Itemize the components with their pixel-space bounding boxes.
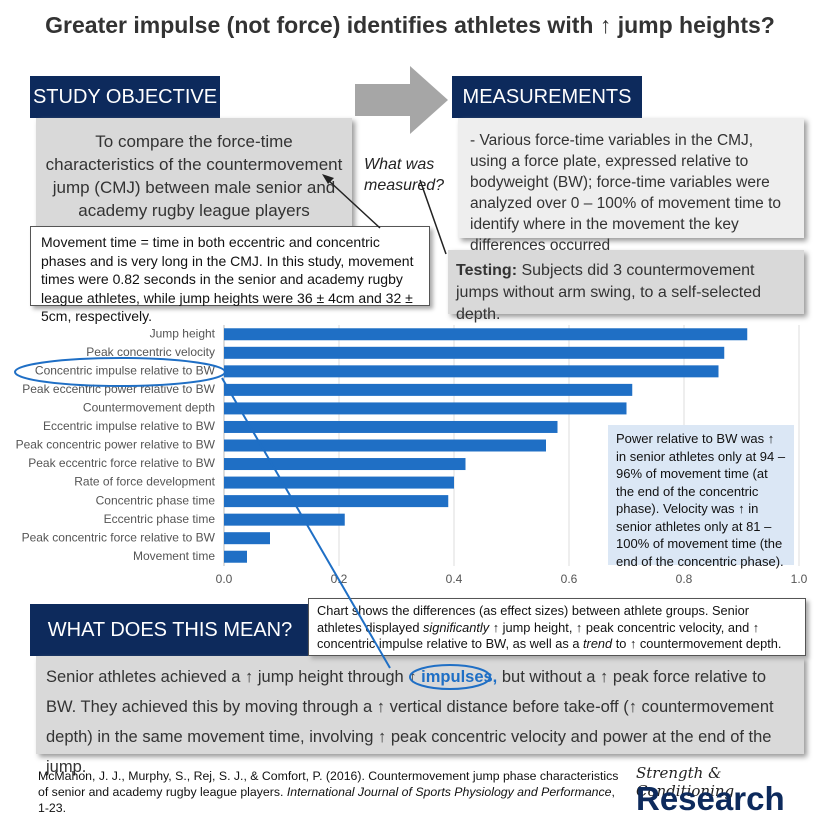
x-tick-label: 0.4: [446, 572, 463, 586]
meaning-part: Senior athletes achieved a ↑ jump height…: [46, 668, 422, 686]
arrow-shape: [355, 66, 448, 134]
bar: [224, 532, 270, 545]
testing-text: Subjects did 3 countermovement jumps wit…: [456, 262, 762, 323]
bar: [224, 383, 633, 396]
y-tick-label: Concentric phase time: [96, 493, 216, 507]
note-emphasis: trend: [583, 636, 613, 651]
note-part: to ↑ countermovement depth.: [612, 636, 782, 651]
bar: [224, 495, 449, 508]
bar: [224, 420, 558, 433]
y-tick-label: Movement time: [133, 549, 215, 563]
meaning-part: but without a ↑ peak force relative to B…: [46, 668, 774, 776]
page-title: Greater impulse (not force) identifies a…: [45, 12, 775, 38]
bar: [224, 365, 719, 378]
y-tick-label: Jump height: [150, 326, 216, 340]
brand-line1: Strength & Conditioning: [636, 764, 735, 800]
y-tick-label: Peak concentric force relative to BW: [22, 530, 216, 544]
y-tick-label: Eccentric impulse relative to BW: [43, 419, 216, 433]
x-tick-label: 0.8: [676, 572, 693, 586]
y-tick-label: Countermovement depth: [83, 401, 215, 415]
y-tick-label: Peak eccentric force relative to BW: [28, 456, 215, 470]
y-tick-label: Concentric impulse relative to BW: [35, 364, 216, 378]
x-tick-label: 0.2: [331, 572, 348, 586]
meaning-heading: WHAT DOES THIS MEAN?: [30, 604, 310, 656]
x-tick-label: 1.0: [791, 572, 808, 586]
bar: [224, 458, 466, 471]
y-tick-label: Rate of force development: [74, 475, 215, 489]
bar: [224, 402, 627, 415]
citation-part: , 1-23.: [38, 785, 615, 815]
testing-label: Testing:: [456, 262, 518, 279]
measurements-heading: MEASUREMENTS: [452, 76, 642, 118]
bar: [224, 476, 454, 489]
y-tick-label: Eccentric phase time: [104, 512, 216, 526]
objective-text: To compare the force-time characteristic…: [36, 118, 352, 230]
bar: [224, 346, 725, 359]
bar: [224, 513, 345, 526]
objective-heading: STUDY OBJECTIVE: [30, 76, 220, 118]
bar: [224, 550, 247, 563]
testing-box: Testing: Subjects did 3 countermovement …: [448, 250, 804, 323]
measurements-text: - Various force-time variables in the CM…: [458, 118, 804, 254]
x-tick-label: 0.6: [561, 572, 578, 586]
meaning-text: Senior athletes achieved a ↑ jump height…: [36, 656, 804, 776]
citation-part: McMahon, J. J., Murphy, S., Rej, S. J., …: [38, 769, 619, 799]
power-note: Power relative to BW was ↑ in senior ath…: [608, 425, 794, 569]
brand-line2: Research: [636, 780, 785, 817]
chart-note: Chart shows the differences (as effect s…: [308, 598, 806, 656]
note-emphasis: significantly: [423, 619, 490, 635]
movement-note: Movement time = time in both eccentric a…: [30, 226, 430, 324]
y-tick-label: Peak concentric power relative to BW: [16, 438, 216, 452]
question: What was measured?: [364, 156, 445, 194]
bar: [224, 328, 748, 341]
bar: [224, 439, 546, 452]
meaning-highlight: impulses,: [421, 668, 498, 686]
y-tick-label: Peak concentric velocity: [86, 345, 215, 359]
x-tick-label: 0.0: [216, 572, 233, 586]
citation: McMahon, J. J., Murphy, S., Rej, S. J., …: [38, 768, 628, 816]
citation-journal: International Journal of Sports Physiolo…: [286, 785, 612, 799]
y-tick-label: Peak eccentric power relative to BW: [22, 382, 215, 396]
